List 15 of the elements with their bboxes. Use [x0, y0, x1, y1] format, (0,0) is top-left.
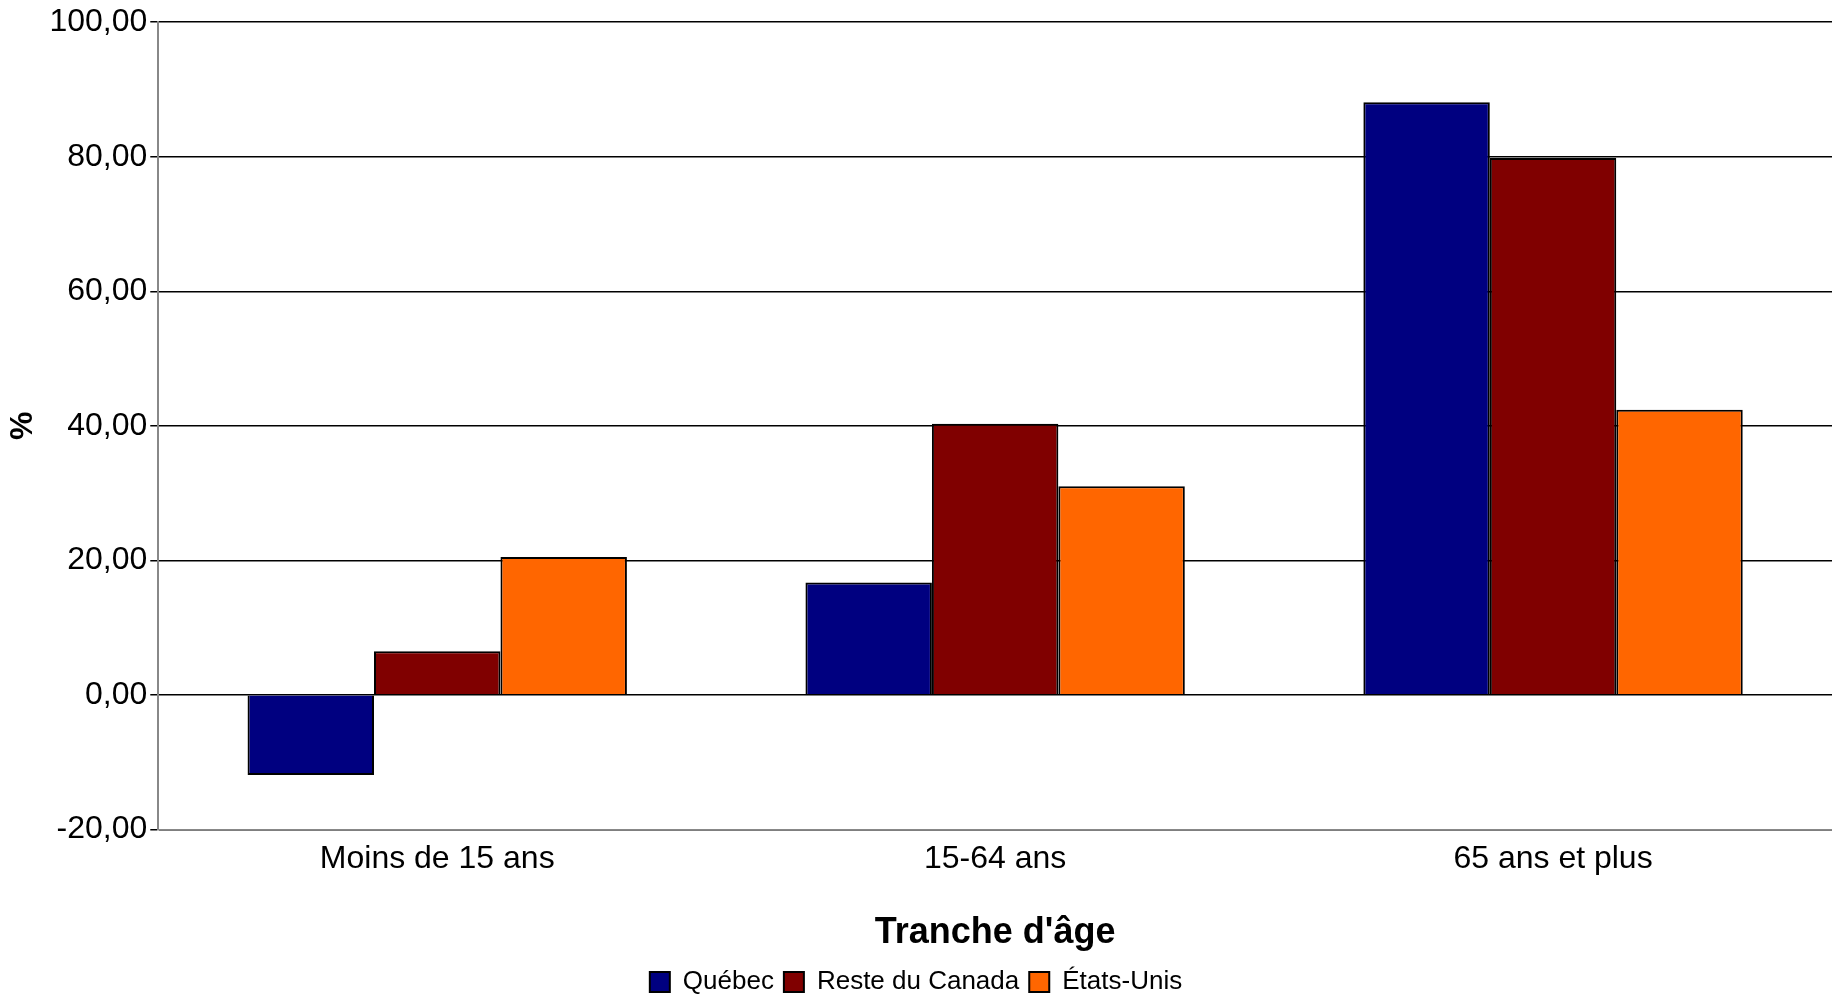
y-tick-label: 100,00: [49, 2, 148, 39]
legend-label: Reste du Canada: [816, 965, 1020, 996]
legend-label: États-Unis: [1062, 965, 1183, 996]
y-tick-label: 80,00: [67, 136, 148, 173]
y-tick-label: -20,00: [56, 809, 148, 846]
y-tick-label: 0,00: [84, 674, 148, 711]
y-tick-label: 40,00: [67, 405, 148, 442]
y-axis-title: %: [3, 411, 40, 441]
x-axis-title: Tranche d'âge: [874, 910, 1116, 952]
x-tick-label: Moins de 15 ans: [319, 839, 555, 876]
x-tick-label: 65 ans et plus: [1453, 839, 1653, 876]
x-tick-label: 15-64 ans: [923, 839, 1067, 876]
y-tick-label: 60,00: [67, 271, 148, 308]
y-tick-label: 20,00: [67, 540, 148, 577]
legend-label: Québec: [682, 965, 774, 996]
